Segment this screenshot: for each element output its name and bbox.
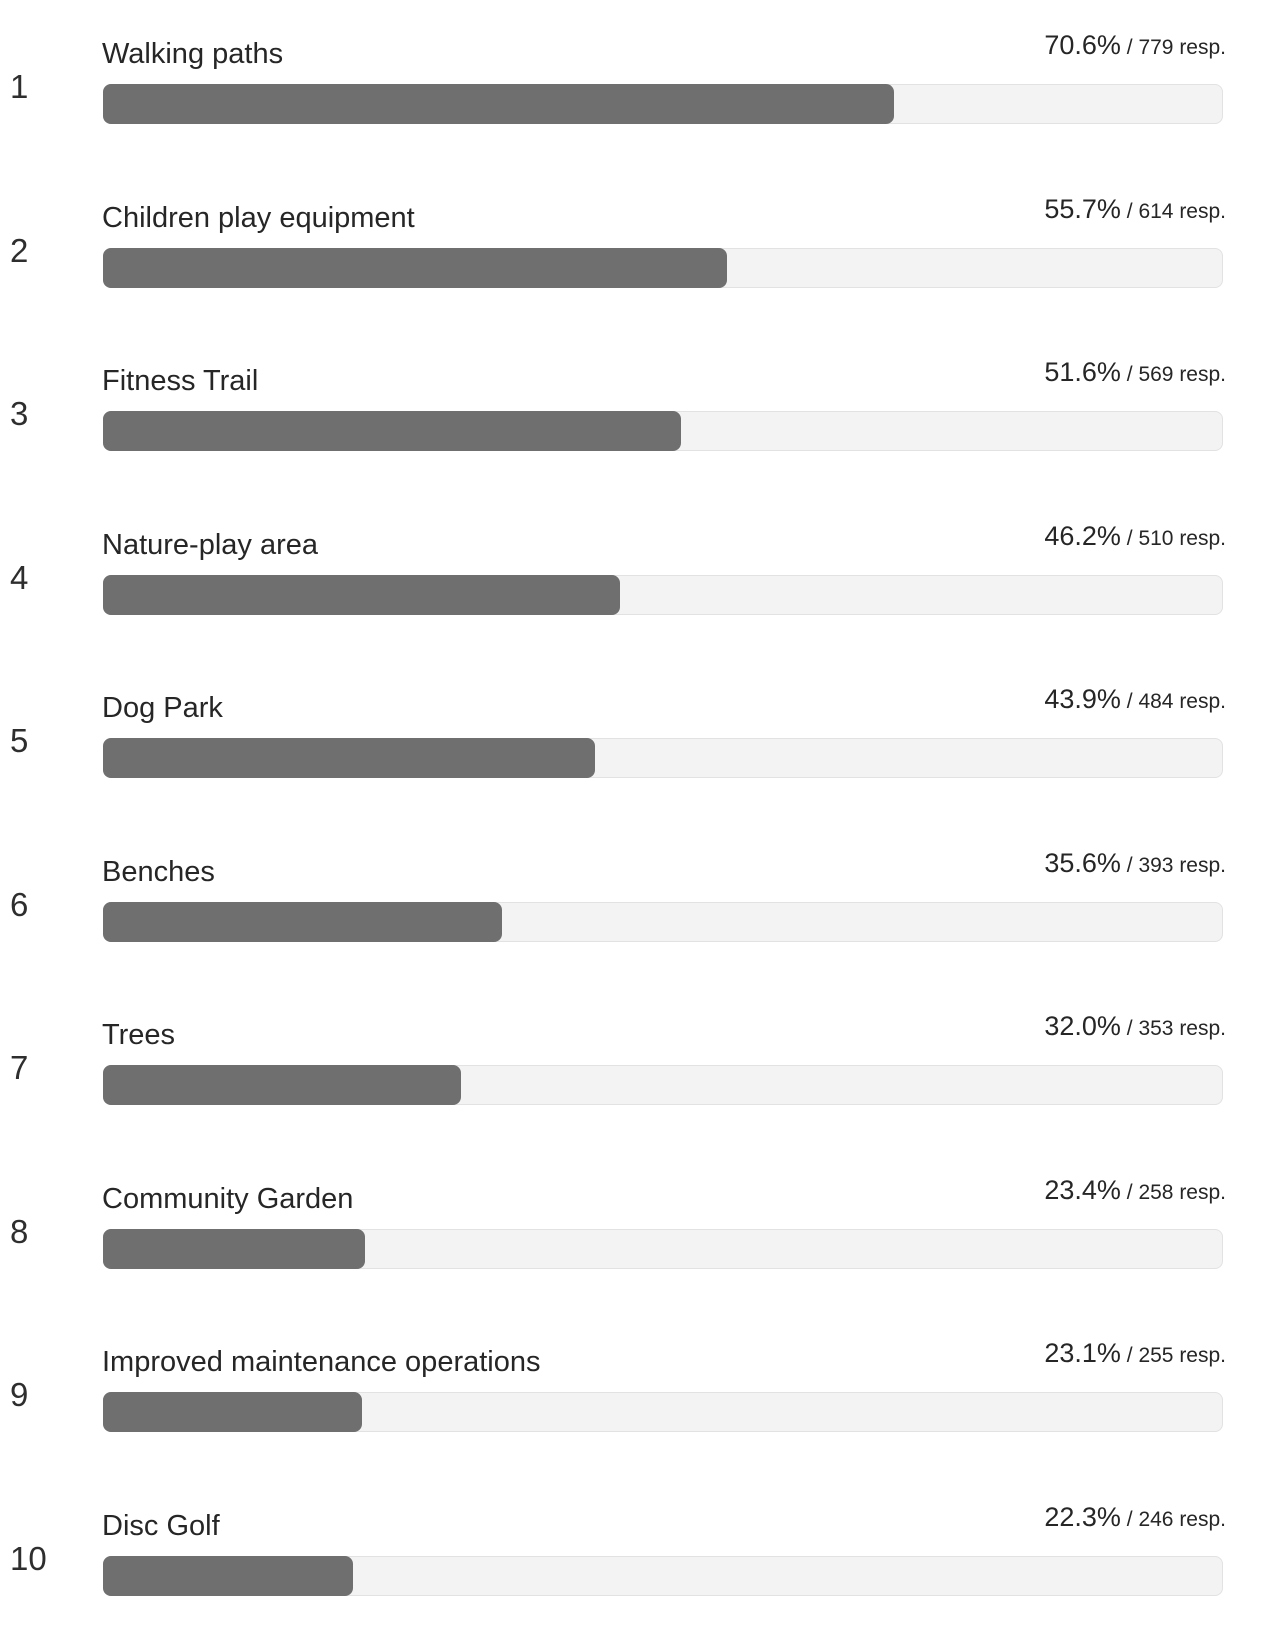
rank-number: 5 <box>10 722 29 759</box>
rank-number: 1 <box>10 68 29 105</box>
value-label: 70.6% / 779 resp. <box>1044 30 1226 61</box>
bar <box>103 901 502 942</box>
rank-number: 4 <box>10 558 29 596</box>
bar-track <box>103 1065 1223 1105</box>
rank-number: 6 <box>10 885 29 923</box>
percent-value: 23.4% <box>1044 1174 1121 1205</box>
bar <box>103 1065 462 1105</box>
rank-number: 8 <box>10 1212 29 1250</box>
category-label: Children play equipment <box>102 201 415 234</box>
response-count: / 353 resp. <box>1120 1017 1226 1040</box>
rank-number: 3 <box>10 395 29 432</box>
rank-number: 9 <box>10 1376 29 1413</box>
value-label: 32.0% / 353 resp. <box>1044 1011 1226 1042</box>
bar-track <box>103 574 1223 615</box>
value-label: 51.6% / 569 resp. <box>1044 357 1226 388</box>
bar <box>103 1392 362 1432</box>
category-label: Dog Park <box>102 692 223 724</box>
category-label: Nature-play area <box>102 528 318 561</box>
response-count: / 614 resp. <box>1120 199 1226 223</box>
percent-value: 22.3% <box>1044 1501 1121 1532</box>
bar <box>103 1555 353 1596</box>
bar-track <box>103 1392 1223 1432</box>
value-label: 22.3% / 246 resp. <box>1044 1502 1226 1533</box>
category-label: Trees <box>102 1019 176 1051</box>
rank-number: 7 <box>10 1049 29 1086</box>
response-count: / 258 resp. <box>1120 1180 1226 1204</box>
bar <box>103 411 681 451</box>
bar <box>103 574 621 615</box>
percent-value: 35.6% <box>1044 847 1121 878</box>
bar-row: 3 Fitness Trail 51.6% / 569 resp. <box>0 357 1276 487</box>
response-count: / 484 resp. <box>1120 690 1226 713</box>
bar-track <box>103 901 1223 942</box>
bar-row: 10 Disc Golf 22.3% / 246 resp. <box>0 1502 1276 1632</box>
category-label: Improved maintenance operations <box>102 1346 541 1378</box>
bar-track <box>103 247 1223 288</box>
bar-row: 2 Children play equipment 55.7% / 614 resp… <box>0 194 1276 324</box>
percent-value: 23.1% <box>1044 1338 1121 1368</box>
bar-track <box>103 1555 1223 1596</box>
response-count: / 779 resp. <box>1120 36 1226 59</box>
category-label: Fitness Trail <box>102 365 259 397</box>
bar-track <box>103 1228 1223 1269</box>
percent-value: 55.7% <box>1044 193 1121 224</box>
bar-row: 1 Walking paths 70.6% / 779 resp. <box>0 30 1276 160</box>
percent-value: 43.9% <box>1044 684 1121 714</box>
value-label: 23.1% / 255 resp. <box>1044 1338 1226 1369</box>
value-label: 43.9% / 484 resp. <box>1044 684 1226 715</box>
response-count: / 510 resp. <box>1120 526 1226 550</box>
rank-number: 2 <box>10 231 29 269</box>
bar-row: 5 Dog Park 43.9% / 484 resp. <box>0 684 1276 814</box>
bar-track <box>103 738 1223 778</box>
response-count: / 569 resp. <box>1120 363 1226 386</box>
bar-track <box>103 411 1223 451</box>
category-label: Community Garden <box>102 1182 354 1215</box>
bar <box>103 84 894 124</box>
percent-value: 32.0% <box>1044 1011 1121 1041</box>
category-label: Walking paths <box>102 38 284 70</box>
percent-value: 51.6% <box>1044 357 1121 387</box>
response-count: / 393 resp. <box>1120 853 1226 877</box>
category-label: Disc Golf <box>102 1509 220 1542</box>
response-count: / 255 resp. <box>1120 1344 1226 1367</box>
rank-number: 10 <box>10 1539 47 1577</box>
value-label: 46.2% / 510 resp. <box>1044 521 1226 552</box>
value-label: 55.7% / 614 resp. <box>1044 194 1226 225</box>
bar <box>103 247 727 288</box>
bar-row: 6 Benches 35.6% / 393 resp. <box>0 848 1276 978</box>
value-label: 23.4% / 258 resp. <box>1044 1175 1226 1206</box>
bar-row: 4 Nature-play area 46.2% / 510 resp. <box>0 521 1276 651</box>
bar <box>103 738 595 778</box>
bar-track <box>103 84 1223 124</box>
bar <box>103 1228 366 1269</box>
category-label: Benches <box>102 855 215 888</box>
value-label: 35.6% / 393 resp. <box>1044 848 1226 879</box>
percent-value: 46.2% <box>1044 520 1121 551</box>
bar-row: 8 Community Garden 23.4% / 258 resp. <box>0 1175 1276 1305</box>
percent-value: 70.6% <box>1044 30 1121 60</box>
response-count: / 246 resp. <box>1120 1507 1226 1531</box>
bar-row: 7 Trees 32.0% / 353 resp. <box>0 1011 1276 1141</box>
bar-row: 9 Improved maintenance operations 23.1% / … <box>0 1338 1276 1468</box>
